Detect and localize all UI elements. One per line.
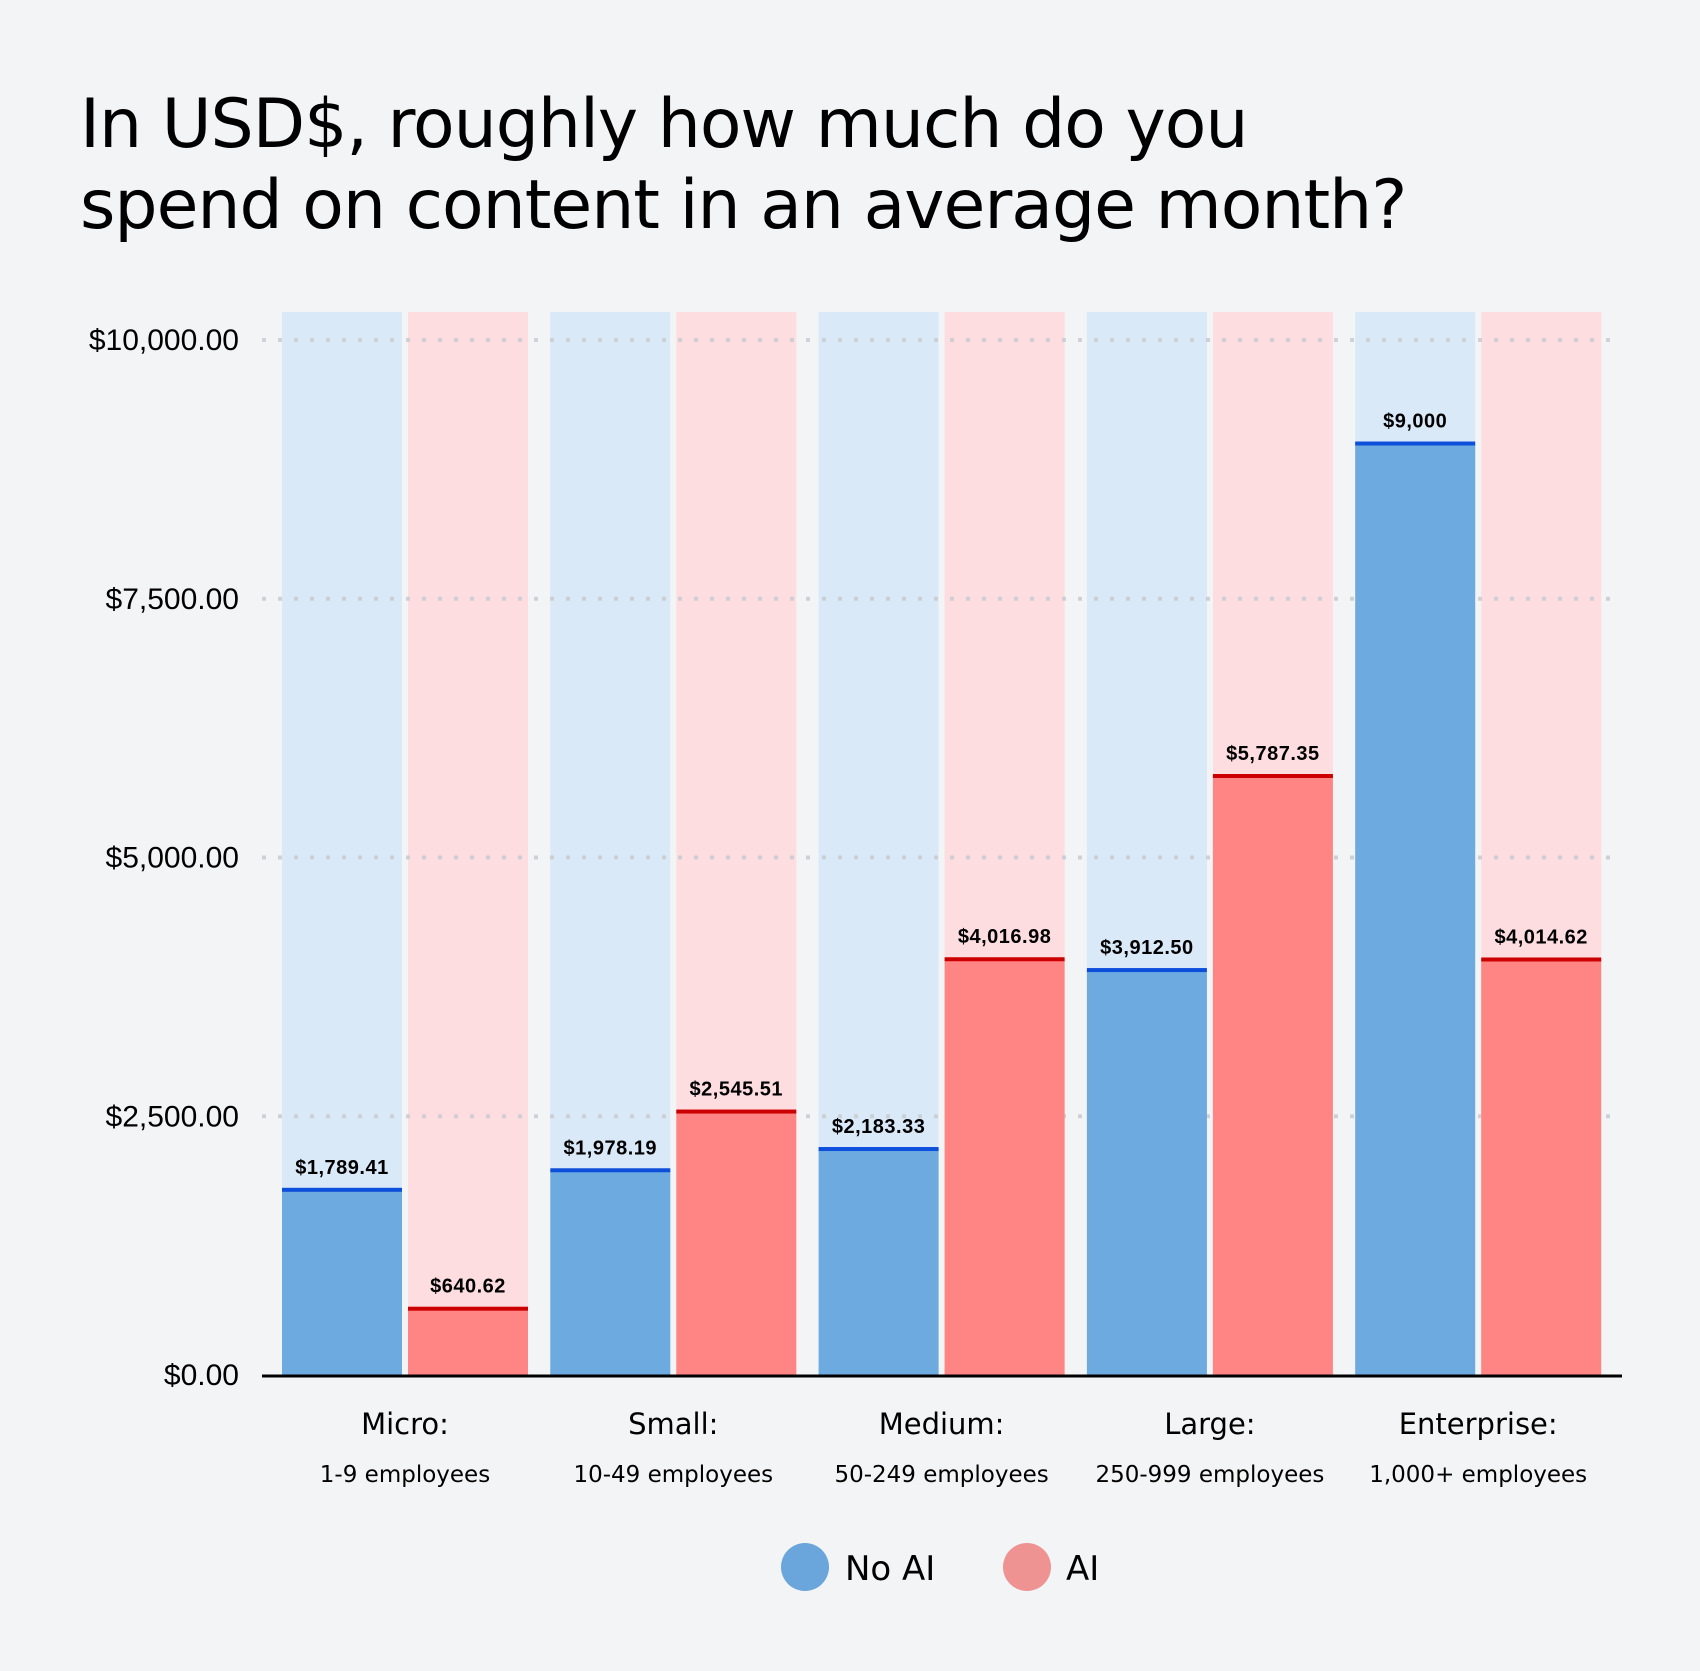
value-label-no-ai-4: $9,000 (1383, 411, 1447, 433)
chart-title-line-1: In USD$, roughly how much do you (80, 85, 1248, 164)
bar-cap-ai-0 (408, 1306, 528, 1311)
category-label: Large: (1164, 1407, 1255, 1441)
legend: No AI AI (781, 1543, 1099, 1591)
bar-cap-ai-4 (1481, 957, 1602, 962)
x-axis: Micro: 1-9 employees Small: 10-49 employees… (262, 1374, 1622, 1488)
category-sublabel: 1,000+ employees (1369, 1462, 1587, 1488)
bar-no-ai-0 (282, 1189, 402, 1375)
category-label: Enterprise: (1399, 1407, 1558, 1441)
value-label-no-ai-2: $2,183.33 (832, 1116, 925, 1138)
chart-title-line-2: spend on content in an average month? (80, 166, 1407, 245)
value-label-no-ai-0: $1,789.41 (295, 1157, 388, 1179)
y-tick-label: $10,000.00 (89, 324, 239, 357)
y-tick-label: $5,000.00 (106, 842, 239, 875)
category-sublabel: 1-9 employees (320, 1462, 490, 1488)
bar-cap-ai-1 (676, 1109, 797, 1114)
value-label-no-ai-3: $3,912.50 (1100, 937, 1193, 959)
bar-cap-no-ai-1 (550, 1168, 671, 1173)
bar-cap-no-ai-0 (282, 1187, 402, 1192)
y-tick-label: $0.00 (164, 1359, 239, 1392)
y-tick-label: $7,500.00 (106, 583, 239, 616)
bar-ai-3 (1212, 776, 1333, 1375)
category-label: Small: (628, 1407, 718, 1441)
legend-label-ai: AI (1066, 1549, 1099, 1589)
category-sublabel: 50-249 employees (834, 1462, 1048, 1488)
y-axis: $0.00 $2,500.00 $5,000.00 $7,500.00 $10,000.… (89, 324, 239, 1392)
y-tick-label: $2,500.00 (106, 1100, 239, 1133)
bar-ai-2 (944, 959, 1065, 1375)
bar-no-ai-1 (550, 1170, 671, 1375)
legend-swatch-ai (1003, 1543, 1051, 1591)
bar-no-ai-3 (1086, 970, 1207, 1375)
bar-cap-no-ai-2 (818, 1147, 939, 1152)
bar-cap-no-ai-3 (1086, 968, 1207, 973)
bar-no-ai-4 (1355, 443, 1476, 1375)
bar-track-ai-0 (408, 312, 528, 1375)
data-bars: $1,789.41 $640.62 $1,978.19 $2,545.51 $2,183… (282, 411, 1602, 1375)
category-label: Micro: (361, 1407, 449, 1441)
bar-ai-1 (676, 1111, 797, 1375)
value-label-ai-4: $4,014.62 (1494, 926, 1587, 948)
bar-ai-0 (408, 1308, 528, 1375)
bar-ai-4 (1481, 959, 1602, 1375)
gridlines (262, 338, 1622, 1119)
category-sublabel: 250-999 employees (1095, 1462, 1324, 1488)
bar-cap-no-ai-4 (1355, 441, 1476, 446)
legend-swatch-no-ai (781, 1543, 829, 1591)
legend-label-no-ai: No AI (845, 1549, 935, 1589)
category-sublabel: 10-49 employees (573, 1462, 773, 1488)
value-label-no-ai-1: $1,978.19 (564, 1137, 657, 1159)
chart-title: In USD$, roughly how much do you spend o… (80, 84, 1580, 246)
category-label: Medium: (879, 1407, 1005, 1441)
bar-cap-ai-2 (944, 957, 1065, 962)
value-label-ai-0: $640.62 (430, 1276, 506, 1298)
bar-no-ai-2 (818, 1149, 939, 1375)
value-label-ai-1: $2,545.51 (690, 1079, 783, 1101)
value-label-ai-3: $5,787.35 (1226, 743, 1319, 765)
bar-cap-ai-3 (1212, 774, 1333, 779)
value-label-ai-2: $4,016.98 (958, 926, 1051, 948)
